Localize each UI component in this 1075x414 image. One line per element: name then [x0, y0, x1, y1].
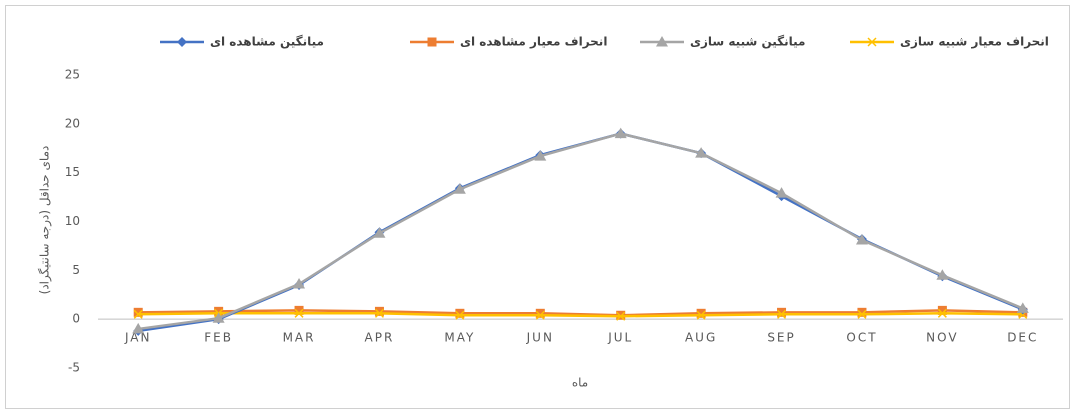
point	[455, 308, 465, 318]
x-tick-label: JUL	[607, 331, 633, 345]
point	[455, 310, 465, 320]
point	[696, 310, 706, 320]
point	[857, 309, 867, 319]
point	[777, 309, 787, 319]
point	[777, 307, 787, 317]
legend-label: انحراف معیار مشاهده ای	[460, 35, 607, 49]
point	[212, 312, 225, 323]
point	[453, 183, 466, 194]
point	[535, 310, 545, 320]
x-tick-label: SEP	[767, 331, 795, 345]
y-tick-label: 20	[65, 116, 80, 130]
legend-marker	[177, 37, 187, 47]
point	[294, 305, 304, 315]
x-tick-label: AUG	[685, 331, 717, 345]
chart-border	[5, 5, 1070, 409]
series-line	[138, 309, 1023, 317]
legend-marker	[656, 36, 668, 47]
point	[937, 308, 947, 318]
point	[293, 278, 306, 289]
point	[133, 309, 143, 319]
legend-label: میانگین شبیه سازی	[690, 35, 805, 49]
point	[132, 322, 145, 334]
x-tick-label: MAY	[444, 331, 475, 345]
x-tick-label: FEB	[204, 331, 233, 345]
point	[937, 305, 947, 315]
y-tick-label: 5	[72, 263, 80, 277]
y-tick-label: 15	[65, 165, 80, 179]
x-tick-label: DEC	[1007, 331, 1038, 345]
point	[373, 227, 386, 238]
series-line	[138, 312, 1023, 318]
legend-marker	[427, 37, 437, 47]
point	[374, 308, 384, 318]
legend-label: میانگین مشاهده ای	[210, 35, 324, 49]
point	[855, 234, 868, 245]
x-axis-title: ماه	[572, 376, 588, 390]
x-tick-label: JUN	[526, 331, 554, 345]
y-tick-label: -5	[68, 361, 80, 375]
point	[775, 187, 788, 198]
x-tick-label: NOV	[926, 331, 958, 345]
x-tick-label: JAN	[124, 331, 152, 345]
point	[1016, 302, 1029, 313]
y-tick-label: 25	[65, 68, 80, 82]
y-tick-label: 0	[72, 312, 80, 326]
legend-label: انحراف معیار شبیه سازی	[900, 35, 1049, 49]
x-tick-label: APR	[365, 331, 395, 345]
point	[294, 308, 304, 318]
point	[534, 150, 547, 161]
y-tick-label: 10	[65, 214, 80, 228]
x-tick-label: OCT	[846, 331, 877, 345]
point	[374, 306, 384, 316]
point	[133, 307, 143, 317]
point	[696, 308, 706, 318]
point	[695, 147, 708, 158]
point	[614, 127, 627, 139]
point	[616, 311, 626, 321]
legend-marker	[867, 37, 877, 47]
point	[214, 306, 224, 316]
x-tick-label: MAR	[283, 331, 316, 345]
y-axis-title: دمای حداقل (درجه سانتیگراد)	[38, 146, 53, 295]
point	[857, 307, 867, 317]
series-line	[138, 132, 1024, 331]
point	[936, 269, 949, 280]
point	[535, 308, 545, 318]
